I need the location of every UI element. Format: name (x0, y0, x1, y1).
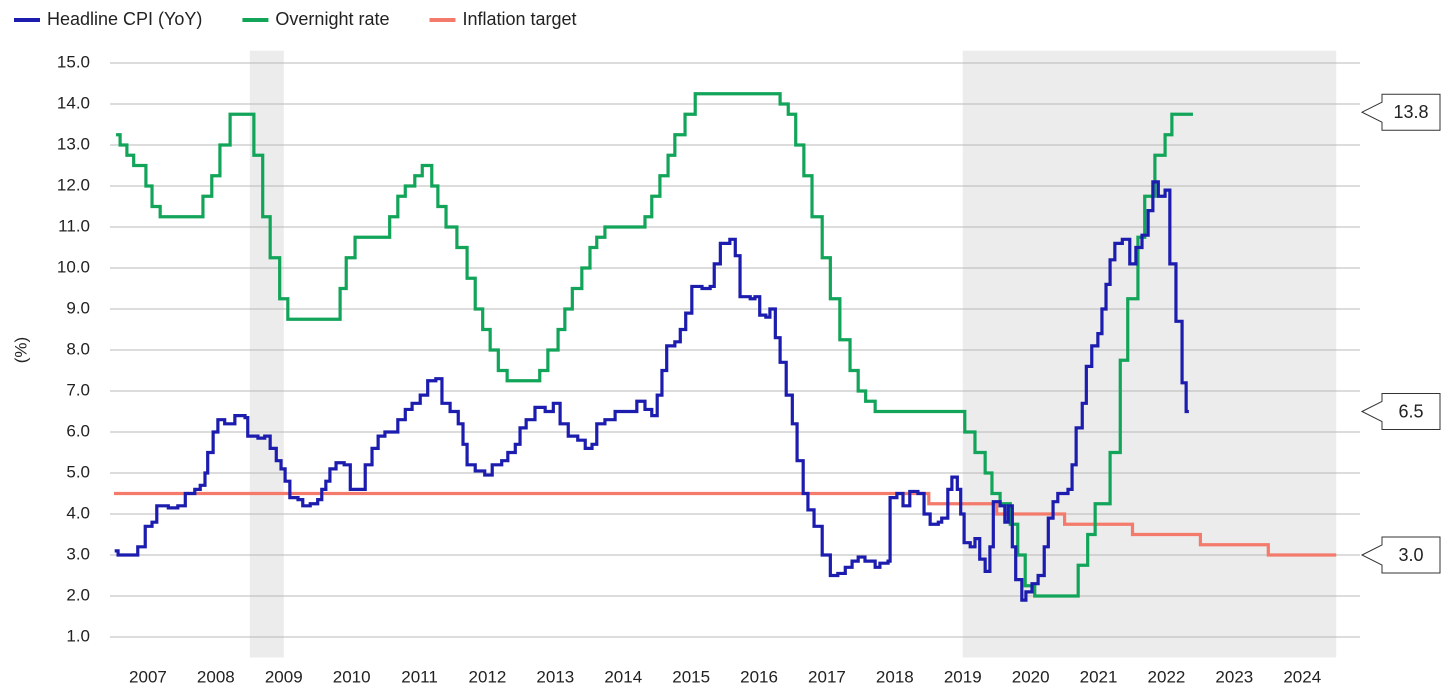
grid-layer (110, 62, 1360, 638)
x-tick-label: 2010 (333, 667, 371, 686)
y-tick-label: 5.0 (66, 462, 90, 481)
x-tick-label: 2009 (265, 667, 303, 686)
callout-label: 6.5 (1398, 401, 1423, 421)
x-tick-label: 2008 (197, 667, 235, 686)
x-tick-label: 2018 (876, 667, 914, 686)
x-tick-label: 2023 (1215, 667, 1253, 686)
x-tick-label: 2024 (1283, 667, 1321, 686)
y-tick-label: 2.0 (66, 585, 90, 604)
y-tick-label: 8.0 (66, 339, 90, 358)
callout-label: 3.0 (1398, 545, 1423, 565)
legend-label: Inflation target (462, 9, 576, 29)
y-tick-label: 12.0 (57, 175, 90, 194)
y-tick-label: 3.0 (66, 544, 90, 563)
x-tick-label: 2015 (672, 667, 710, 686)
y-tick-label: 11.0 (58, 216, 90, 235)
x-tick-label: 2016 (740, 667, 778, 686)
callout-box (1360, 93, 1441, 131)
y-axis-title: (%) (11, 337, 30, 363)
shaded-range (962, 50, 1337, 658)
x-tick-label: 2019 (944, 667, 982, 686)
x-tick-label: 2021 (1080, 667, 1118, 686)
legend-label: Headline CPI (YoY) (47, 9, 202, 29)
series-line (114, 491, 1337, 557)
series-line (114, 180, 1189, 602)
x-tick-label: 2022 (1148, 667, 1186, 686)
lines-layer (114, 92, 1337, 602)
x-tick-label: 2007 (129, 667, 167, 686)
labels-layer: 1.0 2.0 3.0 4.0 5.0 6.0 7.0 8.0 9.0 10.0 11.0 12.0 1… (14, 9, 1441, 686)
x-tick-label: 2017 (808, 667, 846, 686)
x-tick-label: 2011 (401, 667, 438, 686)
x-tick-label: 2020 (1012, 667, 1050, 686)
y-tick-label: 13.0 (57, 134, 90, 153)
y-tick-label: 9.0 (66, 298, 90, 317)
y-tick-label: 7.0 (66, 380, 90, 399)
y-tick-label: 15.0 (57, 52, 90, 71)
callout-box (1360, 536, 1441, 574)
y-tick-label: 10.0 (57, 257, 90, 276)
callout-label: 13.8 (1393, 102, 1428, 122)
y-tick-label: 6.0 (66, 421, 90, 440)
y-tick-label: 4.0 (66, 503, 90, 522)
x-tick-label: 2012 (469, 667, 507, 686)
shade-layer (249, 50, 1337, 658)
callout-box (1360, 393, 1441, 430)
series-line (116, 92, 1193, 598)
y-tick-label: 14.0 (57, 93, 90, 112)
y-tick-label: 1.0 (66, 626, 90, 645)
x-tick-label: 2014 (604, 667, 642, 686)
legend-label: Overnight rate (275, 9, 389, 29)
x-tick-label: 2013 (536, 667, 574, 686)
